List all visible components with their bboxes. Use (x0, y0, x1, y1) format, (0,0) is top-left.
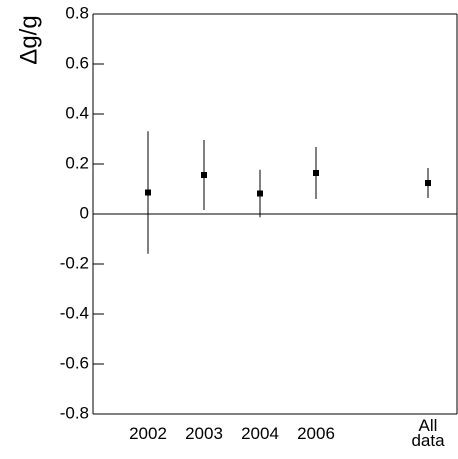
x-tick-label: 2002 (129, 424, 167, 443)
y-tick-label: 0.4 (65, 103, 89, 122)
y-tick-label: 0.6 (65, 53, 89, 72)
data-point (257, 190, 263, 197)
y-tick-label: -0.2 (60, 253, 89, 272)
y-tick-label: 0.8 (65, 3, 89, 22)
y-tick-label: 0.2 (65, 153, 89, 172)
y-tick-label: -0.4 (60, 303, 89, 322)
x-tick-label: 2004 (241, 424, 279, 443)
x-tick-label: 2003 (185, 424, 223, 443)
data-point (425, 180, 431, 186)
data-point (313, 170, 319, 176)
x-tick-label: All data (411, 416, 445, 450)
x-tick-label: 2006 (297, 424, 335, 443)
data-point (145, 189, 151, 196)
y-tick-label: -0.6 (60, 353, 89, 372)
data-point (201, 172, 207, 178)
y-axis-label: Δg/g (15, 15, 42, 64)
y-tick-label: 0 (80, 203, 89, 222)
y-tick-label: -0.8 (60, 403, 89, 422)
